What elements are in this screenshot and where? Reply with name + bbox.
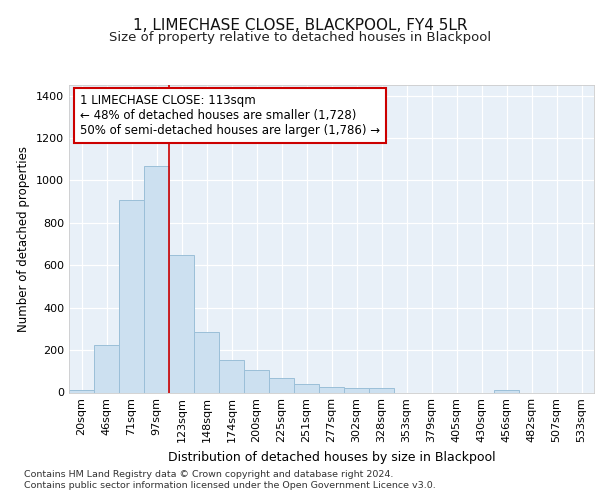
Bar bbox=[69, 390, 94, 392]
Y-axis label: Number of detached properties: Number of detached properties bbox=[17, 146, 31, 332]
Bar bbox=[269, 378, 294, 392]
Text: 1 LIMECHASE CLOSE: 113sqm
← 48% of detached houses are smaller (1,728)
50% of se: 1 LIMECHASE CLOSE: 113sqm ← 48% of detac… bbox=[79, 94, 380, 137]
X-axis label: Distribution of detached houses by size in Blackpool: Distribution of detached houses by size … bbox=[167, 451, 496, 464]
Bar bbox=[169, 254, 194, 392]
Text: Size of property relative to detached houses in Blackpool: Size of property relative to detached ho… bbox=[109, 31, 491, 44]
Bar bbox=[144, 166, 169, 392]
Bar bbox=[94, 345, 119, 393]
Bar bbox=[369, 388, 394, 392]
Bar bbox=[319, 387, 344, 392]
Bar bbox=[294, 384, 319, 392]
Bar bbox=[344, 388, 369, 392]
Text: 1, LIMECHASE CLOSE, BLACKPOOL, FY4 5LR: 1, LIMECHASE CLOSE, BLACKPOOL, FY4 5LR bbox=[133, 18, 467, 32]
Bar bbox=[119, 200, 144, 392]
Bar bbox=[244, 370, 269, 392]
Text: Contains public sector information licensed under the Open Government Licence v3: Contains public sector information licen… bbox=[24, 481, 436, 490]
Bar bbox=[194, 332, 219, 392]
Text: Contains HM Land Registry data © Crown copyright and database right 2024.: Contains HM Land Registry data © Crown c… bbox=[24, 470, 394, 479]
Bar bbox=[494, 390, 519, 392]
Bar bbox=[219, 360, 244, 392]
